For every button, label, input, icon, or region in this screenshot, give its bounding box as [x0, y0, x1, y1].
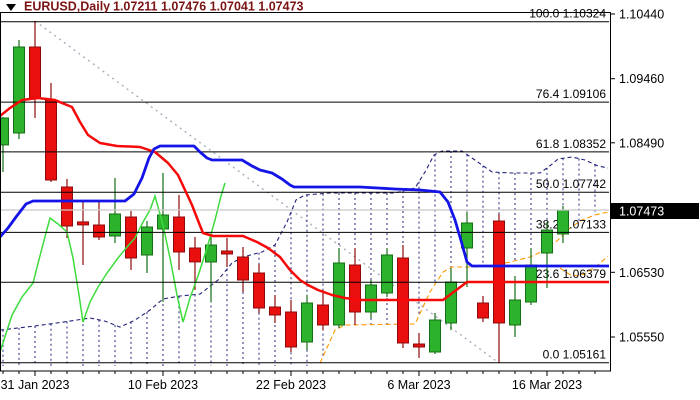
y-axis-label: 1.10440	[619, 8, 664, 22]
x-axis-label: 22 Feb 2023	[256, 378, 326, 392]
candle-down	[413, 333, 425, 358]
indicator-lines-layer	[1, 21, 609, 364]
x-axis-label: 16 Mar 2023	[512, 378, 582, 392]
candle-body	[509, 299, 521, 326]
candle-down	[237, 247, 249, 292]
axes-layer: 1.10440 1.09460 1.08490 1.06530 1.05550 31 Ja…	[1, 8, 665, 393]
candle-down	[285, 300, 297, 352]
candle-body	[109, 213, 121, 237]
candle-body	[221, 250, 233, 255]
candle-down	[493, 214, 505, 363]
fib-level-label: 61.8 1.08352	[536, 137, 606, 151]
fib-level-label: 76.4 1.09106	[536, 87, 606, 101]
candle-body	[365, 284, 377, 313]
candle-body	[541, 229, 553, 254]
candle-body	[125, 216, 137, 259]
candle-down	[221, 238, 233, 267]
fib-level-label: 0.0 1.05161	[543, 348, 607, 362]
lagging-line-lime	[1, 182, 226, 352]
candle-down	[477, 296, 489, 322]
candle-body	[317, 304, 329, 326]
candle-down	[125, 211, 137, 270]
candle-body	[77, 221, 89, 226]
current-price-box: 1.07473	[611, 203, 699, 219]
symbol-period-title: EURUSD,Daily	[24, 0, 110, 14]
candle-up	[541, 221, 553, 288]
plot-border	[0, 12, 611, 372]
candle-body	[445, 281, 457, 324]
y-axis-label: 1.09460	[619, 72, 664, 86]
candle-down	[317, 290, 329, 331]
y-axis-label: 1.06530	[619, 266, 664, 280]
fib-level-label: 100.0 1.10324	[529, 7, 606, 21]
x-axis-label: 31 Jan 2023	[1, 378, 70, 392]
candle-body	[13, 46, 25, 134]
candle-down	[269, 295, 281, 323]
x-axis-label: 6 Mar 2023	[387, 378, 450, 392]
dropdown-triangle-icon[interactable]	[6, 4, 16, 11]
cloud-layer	[1, 20, 609, 366]
candle-up	[429, 313, 441, 354]
fib-labels-layer: 100.0 1.10324 76.4 1.09106 61.8 1.08352 50.…	[529, 7, 606, 362]
ma-slow-blue-line	[1, 144, 609, 268]
candle-body	[93, 224, 105, 238]
candle-body	[493, 220, 505, 324]
y-axis-label: 1.05550	[619, 331, 664, 345]
candle-up	[141, 221, 153, 273]
candle-body	[557, 209, 569, 235]
candle-body	[45, 99, 57, 181]
candle-down	[61, 179, 73, 238]
y-axis-label: 1.08490	[619, 136, 664, 150]
ma-fast-red-line	[1, 96, 609, 302]
candle-body	[1, 117, 9, 146]
x-axis-label: 10 Feb 2023	[128, 378, 198, 392]
fib-level-label: 23.6 1.06379	[536, 267, 606, 281]
cloud-upper-boundary-line	[1, 150, 609, 331]
candle-up	[301, 295, 313, 351]
candle-body	[477, 302, 489, 319]
candle-body	[61, 186, 73, 227]
candle-down	[397, 245, 409, 348]
candle-body	[189, 247, 201, 263]
candle-up	[1, 117, 9, 172]
candle-up	[13, 40, 25, 139]
candle-body	[461, 222, 473, 249]
candle-up	[333, 248, 345, 328]
candle-up	[381, 248, 393, 297]
candle-up	[461, 212, 473, 287]
candle-body	[285, 311, 297, 348]
candle-down	[349, 248, 361, 325]
fib-level-label: 38.2 1.07133	[536, 217, 606, 231]
title-ohlc-values: 1.07211 1.07476 1.07041 1.07473	[113, 0, 304, 14]
candle-body	[173, 216, 185, 253]
candle-body	[429, 319, 441, 353]
fib-level-label: 50.0 1.07742	[536, 177, 606, 191]
candle-body	[269, 306, 281, 316]
candle-body	[237, 256, 249, 281]
candle-up	[157, 173, 169, 302]
candle-body	[349, 264, 361, 313]
candle-body	[413, 343, 425, 348]
candle-up	[509, 276, 521, 337]
candle-body	[333, 262, 345, 326]
candle-body	[525, 264, 537, 303]
candle-body	[381, 254, 393, 294]
current-price-value: 1.07473	[619, 205, 664, 219]
candle-body	[157, 214, 169, 230]
candle-body	[141, 226, 153, 256]
candle-down	[253, 264, 265, 313]
candle-down	[93, 201, 105, 240]
candle-body	[29, 46, 41, 99]
candle-body	[253, 272, 265, 309]
cloud-orange-arc-line	[559, 255, 609, 277]
candle-down	[189, 237, 201, 290]
candle-body	[301, 302, 313, 343]
chart-title: EURUSD,Daily 1.07211 1.07476 1.07041 1.0…	[6, 0, 304, 14]
